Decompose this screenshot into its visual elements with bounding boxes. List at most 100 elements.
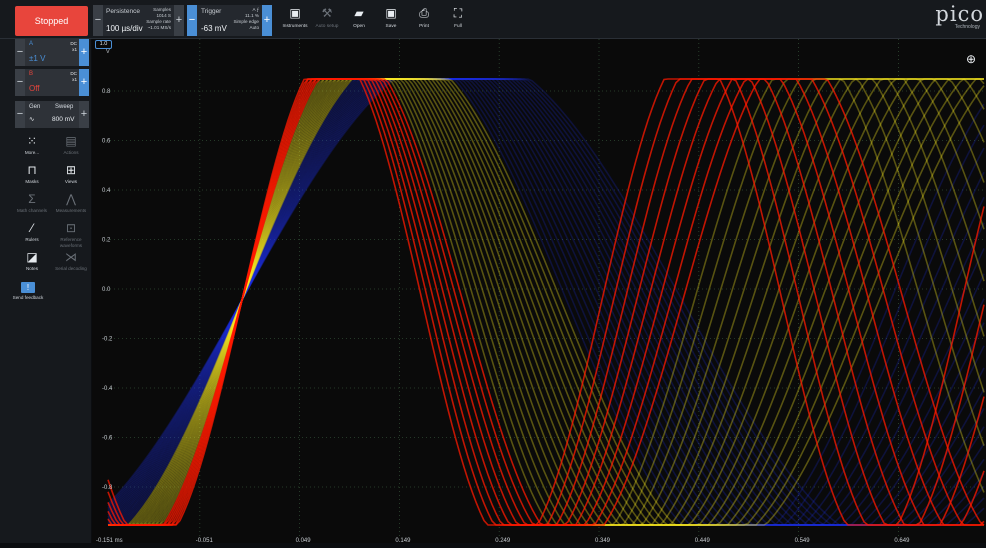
waveform-trace [107,78,985,526]
waveform-trace [108,78,985,526]
waveform-trace [108,78,985,526]
run-stop-button[interactable]: Stopped [15,6,88,36]
timebase-increase-button[interactable]: + [174,5,184,36]
trigger-info: A ⨍ 11.1 % Simple edge Auto [233,7,259,31]
channel-b-decrease-button[interactable]: − [15,69,25,96]
notes-icon: ◪ [26,250,38,264]
sine-wave-icon: ∿ [29,116,35,123]
grid-dots-icon: ⁙ [26,134,38,148]
trigger-level-value[interactable]: -63 mV [201,24,227,33]
channel-a-decrease-button[interactable]: − [15,39,25,66]
print-button[interactable]: ⎙ Print [407,4,441,36]
waveform-trace [108,78,985,526]
channel-a-coupling[interactable]: DC x1 [70,41,77,52]
generator-decrease-button[interactable]: − [15,101,25,128]
math-channels-button[interactable]: Σ Math channels [10,192,54,214]
fullscreen-button[interactable]: ⛶ Full [441,4,475,36]
generator-increase-button[interactable]: + [79,101,89,128]
y-tick-label: -0.4 [102,386,113,392]
waveform-trace [108,78,985,526]
channel-scale-chip[interactable]: 1.0 [95,40,112,49]
channel-b-control: − B Off DC x1 + [15,69,89,96]
waveform-trace [108,78,985,526]
trigger-type[interactable]: Simple edge [233,19,259,24]
x-tick-label: 0.049 [296,538,312,543]
masks-button[interactable]: ⊓ Masks [10,163,54,185]
timebase-value[interactable]: 100 µs/div [106,24,143,33]
reference-waveforms-button[interactable]: ⊡ Reference waveforms [49,221,93,248]
folder-icon: ▰ [354,6,364,20]
serial-decoding-button[interactable]: ⋊ Serial decoding [49,250,93,272]
more-button[interactable]: ⁙ More... [10,134,54,156]
waveform-trace [108,78,985,526]
sample-rate-label: Sample rate [146,19,171,24]
waveform-trace [107,78,985,526]
trigger-decrease-button[interactable]: − [187,5,197,36]
instruments-button[interactable]: ▣ Instruments [278,4,312,36]
trigger-increase-button[interactable]: + [262,5,272,36]
rulers-button[interactable]: ⁄ Rulers [10,221,54,243]
samples-value: 1014 S [156,13,171,18]
print-icon: ⎙ [419,6,429,20]
save-button[interactable]: ▣ Save [374,4,408,36]
channel-a-name: A [29,41,34,47]
persistence-label: Persistence [106,8,140,15]
channel-a-increase-button[interactable]: + [79,39,89,66]
trigger-mode[interactable]: Auto [249,25,259,30]
y-tick-label: 0.8 [102,89,111,95]
waveform-trace [108,78,985,526]
reference-icon: ⊡ [65,221,77,235]
actions-icon: ▤ [65,134,77,148]
mask-icon: ⊓ [27,163,37,177]
channel-a-range[interactable]: ±1 V [29,54,46,63]
waveform-trace [108,78,984,526]
channel-b-increase-button[interactable]: + [79,69,89,96]
waveform-trace [107,78,985,526]
waveform-trace [107,78,985,526]
generator-amplitude[interactable]: 800 mV [52,116,75,123]
x-axis-ticks: -0.151 ms -0.051 0.049 0.149 0.249 0.349 0.449… [96,538,910,544]
waveform-trace [107,78,985,526]
y-tick-label: -0.6 [102,436,113,442]
waveform-trace [108,78,985,526]
send-feedback-button[interactable]: ! Send feedback [12,282,44,300]
waveform-trace [108,78,984,526]
x-tick-label: 0.249 [495,538,511,543]
waveform-trace [107,78,985,526]
measurements-button[interactable]: ⋀ Measurements [49,192,93,214]
y-axis-ticks: 0.8 0.6 0.4 0.2 0.0 -0.2 -0.4 -0.6 -0.8 [102,89,113,491]
open-button[interactable]: ▰ Open [342,4,376,36]
zoom-icon[interactable]: ⊕ [965,52,976,66]
waveform-trace [107,78,985,526]
wand-icon: ⚒ [321,6,333,20]
waveform-trace [107,78,985,526]
x-tick-label: 0.549 [795,538,811,543]
top-toolbar: Stopped − Persistence 100 µs/div Samples… [0,0,986,39]
channel-a-control: − A ±1 V DC x1 + [15,39,89,66]
x-tick-label: -0.151 ms [96,538,123,543]
notes-button[interactable]: ◪ Notes [10,250,54,272]
auto-setup-button[interactable]: ⚒ Auto setup [310,4,344,36]
x-tick-label: -0.051 [196,538,214,543]
x-tick-label: 0.349 [595,538,611,543]
channel-b-coupling[interactable]: DC x1 [70,71,77,82]
waveform-trace [108,78,985,526]
waveform-trace [108,78,985,526]
views-button[interactable]: ⊞ Views [49,163,93,185]
y-tick-label: -0.2 [102,337,113,343]
actions-button[interactable]: ▤ Actions [49,134,93,156]
waveform-trace [107,78,985,526]
trigger-percent: 11.1 % [245,13,259,18]
instruments-icon: ▣ [289,6,301,20]
persistence-waveforms [107,78,985,526]
waveform-trace [108,78,985,526]
ruler-icon: ⁄ [30,221,33,235]
sweep-label[interactable]: Sweep [55,104,74,110]
timebase-decrease-button[interactable]: − [93,5,103,36]
channel-b-range[interactable]: Off [29,84,40,93]
y-tick-label: 0.6 [102,139,111,145]
scope-view[interactable]: 0.8 0.6 0.4 0.2 0.0 -0.2 -0.4 -0.6 -0.8 -0.151 m… [92,39,986,544]
trigger-label: Trigger [201,8,222,15]
waveform-trace [107,78,985,526]
waveform-trace [108,78,985,526]
